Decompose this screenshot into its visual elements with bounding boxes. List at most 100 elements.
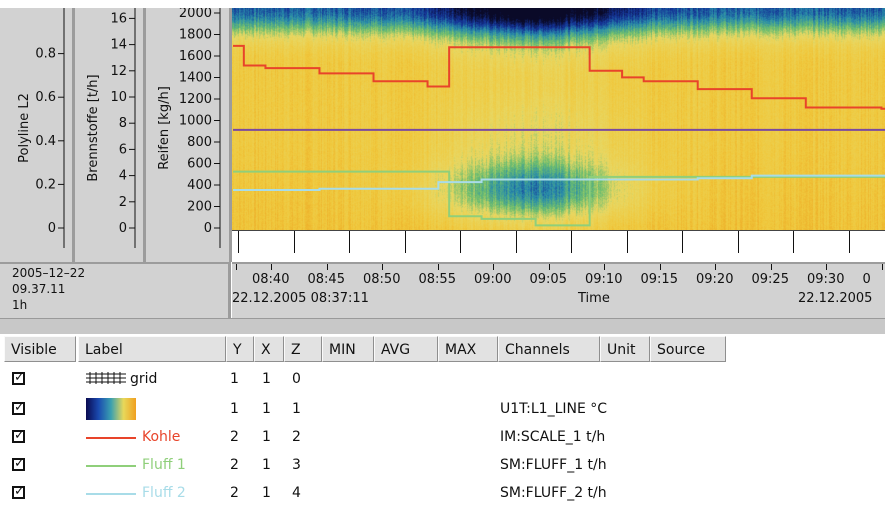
time-tick-mark — [881, 264, 883, 270]
time-tick-mark — [548, 264, 550, 270]
time-axis-title: Time — [578, 291, 610, 306]
polyline-axis-svg: 0.8 0.6 0.4 0.2 0 Polyline L2 — [17, 8, 65, 248]
visible-checkbox[interactable]: ✓ — [12, 484, 25, 499]
header-min[interactable]: MIN — [322, 336, 374, 362]
header-z[interactable]: Z — [284, 336, 322, 362]
axis-tick-label: 1200 — [179, 92, 212, 107]
row-label: grid — [130, 371, 158, 387]
colormap-swatch-icon — [86, 398, 136, 420]
time-tick-label: 08:45 — [307, 272, 345, 287]
time-axis-labels: 08:40 08:45 08:50 08:55 09:00 09:05 09:10 09:15… — [232, 262, 885, 320]
date-text: 2005–12–22 — [12, 266, 86, 280]
axis-tick-label: 2 — [119, 195, 127, 210]
axis-title: Reifen [kg/h] — [157, 86, 172, 170]
fluff2-line-swatch — [86, 493, 136, 495]
fluff1-line-swatch — [86, 465, 136, 467]
time-tick-label: 09:20 — [696, 272, 734, 287]
grid-swatch-icon — [86, 372, 126, 384]
axis-tick-label: 0.4 — [35, 134, 56, 149]
axis-tick-label: 0 — [204, 221, 212, 236]
legend-row: ✓ grid 1 1 0 — [0, 364, 885, 394]
time-tick-mark — [770, 264, 772, 270]
time-tick-mark — [659, 264, 661, 270]
fluff-2-series-line — [233, 174, 885, 192]
header-y[interactable]: Y — [226, 336, 254, 362]
axis-tick-label: 10 — [110, 90, 127, 105]
row-channel: IM:SCALE_1 t/h — [500, 429, 606, 445]
time-grid-tick — [626, 231, 628, 253]
row-label: Fluff 2 — [142, 485, 186, 501]
time-tick-label: 08:40 — [252, 272, 290, 287]
axis-tick-label: 6 — [119, 142, 127, 157]
row-x: 1 — [262, 485, 271, 501]
time-text: 09.37.11 — [12, 282, 66, 296]
legend-table: Visible Label Y X Z MIN AVG MAX Channels… — [0, 334, 885, 506]
row-y: 2 — [230, 457, 239, 473]
legend-row: ✓ Fluff 1 2 1 3 SM:FLUFF_1 t/h — [0, 450, 885, 480]
time-grid-tick — [848, 231, 850, 253]
time-axis-strip — [232, 230, 885, 263]
polyline-axis: 0.8 0.6 0.4 0.2 0 Polyline L2 — [0, 8, 75, 262]
axis-tick-label: 12 — [110, 64, 127, 79]
axis-tick-label: 8 — [119, 116, 127, 131]
time-tick-label: 09:15 — [640, 272, 678, 287]
time-tick-mark — [493, 264, 494, 270]
time-start-tick — [236, 264, 237, 270]
header-x[interactable]: X — [254, 336, 284, 362]
header-source[interactable]: Source — [650, 336, 726, 362]
time-info-panel: 2005–12–22 09.37.11 1h — [0, 262, 231, 320]
fluff-1-series-line — [233, 170, 885, 227]
row-z: 2 — [292, 429, 301, 445]
series-overlay — [233, 44, 885, 227]
row-z: 0 — [292, 371, 301, 387]
reifen-axis-svg: 2000180016001400120010008006004002000Rei… — [157, 8, 221, 248]
legend-row: ✓ 1 1 1 U1T:L1_LINE °C — [0, 394, 885, 424]
header-max[interactable]: MAX — [438, 336, 498, 362]
time-tick-mark — [437, 264, 439, 270]
row-x: 1 — [262, 457, 271, 473]
time-tick-label: 09:25 — [751, 272, 789, 287]
time-tick-mark — [326, 264, 328, 270]
header-channels[interactable]: Channels — [498, 336, 600, 362]
time-tick-mark — [271, 264, 272, 270]
legend-row: ✓ Fluff 2 2 1 4 SM:FLUFF_2 t/h — [0, 478, 885, 508]
time-tick-label: 08:50 — [363, 272, 401, 287]
header-avg[interactable]: AVG — [374, 336, 438, 362]
axis-tick-label: 1400 — [179, 71, 212, 86]
row-y: 2 — [230, 429, 239, 445]
brennstoffe-axis: 16 14 12 10 8 6 4 2 0 Brennstoffe [t/h] — [75, 8, 146, 262]
time-tick-label: 09:00 — [474, 272, 512, 287]
time-tick-label: 0 — [862, 272, 871, 287]
brennstoffe-axis-svg: 16 14 12 10 8 6 4 2 0 Brennstoffe [t/h] — [86, 8, 136, 248]
header-unit[interactable]: Unit — [600, 336, 650, 362]
row-z: 3 — [292, 457, 301, 473]
time-tick-label: 08:55 — [418, 272, 456, 287]
axis-tick-label: 0.6 — [35, 90, 56, 105]
visible-checkbox[interactable]: ✓ — [12, 456, 25, 471]
axis-tick-label: 0.8 — [35, 47, 56, 62]
span-text: 1h — [12, 298, 28, 312]
row-channel: SM:FLUFF_2 t/h — [500, 485, 607, 501]
time-tick-mark — [604, 264, 605, 270]
axis-tick-label: 14 — [110, 38, 127, 53]
axis-tick-label: 400 — [187, 178, 212, 193]
heatmap-plot[interactable] — [232, 8, 885, 230]
visible-checkbox[interactable]: ✓ — [12, 400, 25, 415]
axis-tick-label: 1800 — [179, 28, 212, 43]
temperature-heatmap — [232, 8, 885, 230]
row-label: Fluff 1 — [142, 457, 186, 473]
header-visible[interactable]: Visible — [4, 336, 76, 362]
time-grid-tick — [682, 231, 683, 253]
axis-tick-label: 0 — [119, 221, 127, 236]
kohle-series-line — [233, 44, 885, 110]
visible-checkbox[interactable]: ✓ — [12, 370, 25, 385]
row-x: 1 — [262, 371, 271, 387]
header-label[interactable]: Label — [78, 336, 226, 362]
axis-tick-label: 1000 — [179, 114, 212, 129]
axis-tick-label: 600 — [187, 157, 212, 172]
row-label: Kohle — [142, 429, 181, 445]
visible-checkbox[interactable]: ✓ — [12, 428, 25, 443]
axis-tick-label: 0 — [48, 221, 56, 236]
time-tick-mark — [382, 264, 383, 270]
row-x: 1 — [262, 401, 271, 417]
